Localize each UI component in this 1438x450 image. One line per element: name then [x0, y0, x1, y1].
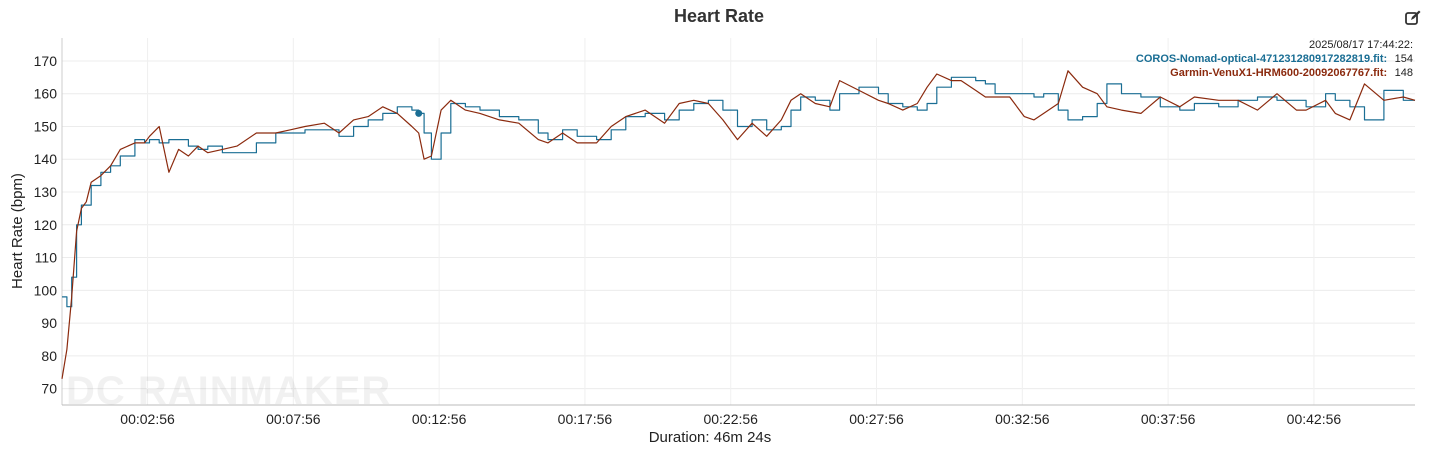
y-tick-label: 100: [34, 282, 58, 298]
x-tick-label: 00:12:56: [412, 411, 467, 427]
series-line-coros: [62, 76, 1415, 308]
y-tick-label: 170: [34, 53, 58, 69]
x-tick-labels: 00:02:56 00:07:56 00:12:56 00:17:56 00:22:56…: [120, 411, 1341, 427]
y-tick-label: 70: [41, 381, 57, 397]
y-tick-label: 120: [34, 217, 58, 233]
x-tick-label: 00:07:56: [266, 411, 321, 427]
legend-coros-name: COROS-Nomad-optical-471231280917282819.f…: [1136, 53, 1387, 65]
watermark: DC RAINMAKER: [66, 369, 391, 413]
legend-garmin-name: Garmin-VenuX1-HRM600-20092067767.fit:: [1170, 67, 1387, 79]
y-tick-label: 140: [34, 151, 58, 167]
y-axis-label: Heart Rate (bpm): [9, 173, 26, 289]
series-line-garmin: [61, 70, 1416, 379]
x-tick-label: 00:27:56: [849, 411, 904, 427]
x-tick-label: 00:37:56: [1141, 411, 1196, 427]
y-tick-label: 160: [34, 86, 58, 102]
edit-icon[interactable]: [1404, 9, 1422, 27]
x-tick-label: 00:42:56: [1287, 411, 1342, 427]
legend-garmin-value: 148: [1395, 67, 1413, 79]
x-tick-label: 00:17:56: [558, 411, 613, 427]
y-tick-label: 80: [41, 348, 57, 364]
y-tick-label: 110: [35, 250, 58, 266]
legend-timestamp: 2025/08/17 17:44:22:: [1309, 39, 1413, 51]
y-tick-label: 90: [41, 315, 57, 331]
legend-entry-coros: COROS-Nomad-optical-471231280917282819.f…: [1136, 49, 1413, 66]
series-layer: [61, 70, 1416, 379]
legend-entry-garmin: Garmin-VenuX1-HRM600-20092067767.fit: 14…: [1170, 63, 1413, 80]
y-tick-label: 130: [34, 184, 58, 200]
hover-marker: [415, 109, 423, 117]
chart-title: Heart Rate: [673, 6, 765, 26]
legend: 2025/08/17 17:44:22: COROS-Nomad-optical…: [1136, 39, 1413, 80]
x-tick-label: 00:22:56: [703, 411, 758, 427]
legend-coros-value: 154: [1395, 53, 1413, 65]
x-tick-label: 00:32:56: [995, 411, 1050, 427]
y-tick-labels: 70 80 90 100 110 120 130 140 150 160 170: [34, 53, 58, 397]
y-tick-label: 150: [34, 118, 58, 134]
grid-lines: [62, 38, 1415, 405]
x-axis-label: Duration: 46m 24s: [649, 429, 772, 446]
x-tick-label: 00:02:56: [120, 411, 175, 427]
